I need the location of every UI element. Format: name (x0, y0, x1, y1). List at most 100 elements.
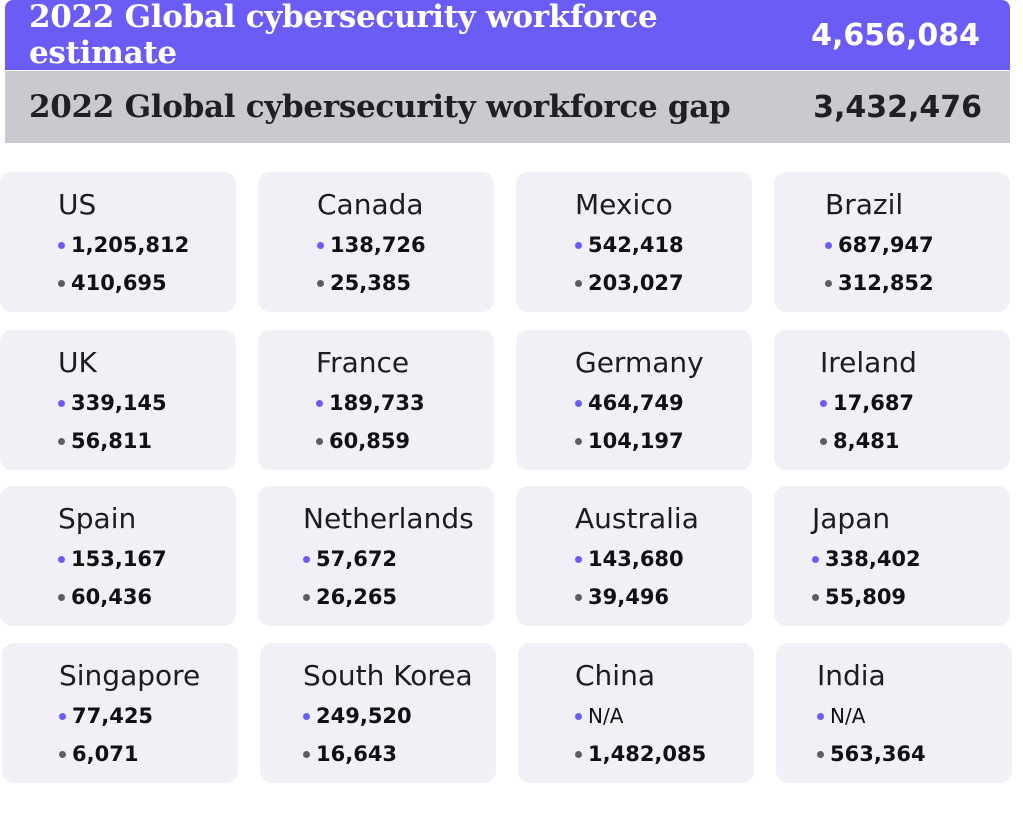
country-name: Singapore (59, 659, 201, 692)
workforce-estimate-stat: 189,733 (316, 391, 425, 415)
estimate-dot-icon (812, 555, 819, 563)
country-name: Netherlands (303, 502, 474, 535)
estimate-dot-icon (59, 712, 66, 720)
gap-dot-icon (58, 437, 65, 445)
country-card-france: France 189,733 60,859 (258, 330, 494, 470)
country-name: France (316, 346, 410, 379)
workforce-gap-number: 16,643 (316, 742, 398, 766)
estimate-dot-icon (58, 241, 65, 249)
gap-dot-icon (575, 437, 582, 445)
workforce-estimate-stat: 153,167 (58, 547, 167, 571)
workforce-gap-number: 410,695 (71, 271, 167, 295)
gap-dot-icon (817, 750, 824, 758)
workforce-gap-number: 203,027 (588, 271, 684, 295)
gap-dot-icon (575, 750, 582, 758)
workforce-gap-stat: 312,852 (825, 271, 934, 295)
workforce-estimate-number: 339,145 (71, 391, 167, 415)
estimate-dot-icon (825, 241, 832, 249)
workforce-gap-stat: 25,385 (317, 271, 411, 295)
workforce-estimate-stat: 464,749 (575, 391, 684, 415)
country-card-india: India N/A 563,364 (776, 643, 1012, 783)
country-card-ireland: Ireland 17,687 8,481 (774, 330, 1010, 470)
workforce-estimate-number: 1,205,812 (71, 233, 190, 257)
country-card-spain: Spain 153,167 60,436 (0, 486, 236, 626)
country-name: Japan (812, 502, 891, 535)
workforce-gap-stat: 8,481 (820, 429, 899, 453)
estimate-dot-icon (303, 555, 310, 563)
workforce-gap-stat: 410,695 (58, 271, 167, 295)
workforce-gap-number: 26,265 (316, 585, 398, 609)
country-card-brazil: Brazil 687,947 312,852 (774, 172, 1010, 312)
gap-dot-icon (58, 279, 65, 287)
country-card-uk: UK 339,145 56,811 (0, 330, 236, 470)
workforce-estimate-stat: 77,425 (59, 704, 153, 728)
workforce-estimate-stat: 138,726 (317, 233, 426, 257)
country-card-netherlands: Netherlands 57,672 26,265 (258, 486, 494, 626)
country-name: Brazil (825, 188, 904, 221)
workforce-estimate-number: 464,749 (588, 391, 684, 415)
workforce-gap-stat: 6,071 (59, 742, 138, 766)
gap-dot-icon (303, 593, 310, 601)
gap-dot-icon (59, 750, 66, 758)
workforce-estimate-stat: 57,672 (303, 547, 397, 571)
gap-dot-icon (316, 437, 323, 445)
gap-dot-icon (820, 437, 827, 445)
workforce-gap-banner: 2022 Global cybersecurity workforce gap … (5, 71, 1010, 143)
workforce-gap-stat: 203,027 (575, 271, 684, 295)
estimate-dot-icon (303, 712, 310, 720)
workforce-estimate-stat: 687,947 (825, 233, 934, 257)
country-card-china: China N/A 1,482,085 (518, 643, 754, 783)
estimate-dot-icon (316, 399, 323, 407)
gap-dot-icon (575, 593, 582, 601)
country-name: India (817, 659, 886, 692)
gap-dot-icon (825, 279, 832, 287)
country-name: South Korea (303, 659, 473, 692)
workforce-gap-stat: 55,809 (812, 585, 906, 609)
workforce-gap-stat: 60,859 (316, 429, 410, 453)
country-card-canada: Canada 138,726 25,385 (258, 172, 494, 312)
gap-dot-icon (317, 279, 324, 287)
estimate-dot-icon (58, 555, 65, 563)
workforce-estimate-banner: 2022 Global cybersecurity workforce esti… (5, 0, 1010, 71)
workforce-estimate-number: 143,680 (588, 547, 684, 571)
workforce-gap-value: 3,432,476 (813, 89, 982, 125)
workforce-estimate-number: N/A (588, 704, 624, 728)
country-name: US (58, 188, 97, 221)
workforce-estimate-stat: 249,520 (303, 704, 412, 728)
workforce-gap-stat: 104,197 (575, 429, 684, 453)
workforce-gap-number: 56,811 (71, 429, 153, 453)
country-name: Ireland (820, 346, 917, 379)
workforce-gap-stat: 16,643 (303, 742, 397, 766)
workforce-estimate-stat: 143,680 (575, 547, 684, 571)
workforce-gap-number: 60,436 (71, 585, 153, 609)
workforce-estimate-stat: 338,402 (812, 547, 921, 571)
gap-dot-icon (303, 750, 310, 758)
workforce-gap-label: 2022 Global cybersecurity workforce gap (29, 89, 731, 125)
estimate-dot-icon (317, 241, 324, 249)
estimate-dot-icon (817, 712, 824, 720)
workforce-estimate-number: 249,520 (316, 704, 412, 728)
workforce-estimate-number: 542,418 (588, 233, 684, 257)
estimate-dot-icon (575, 712, 582, 720)
workforce-gap-number: 563,364 (830, 742, 926, 766)
workforce-gap-stat: 1,482,085 (575, 742, 706, 766)
country-name: Mexico (575, 188, 673, 221)
country-name: Spain (58, 502, 137, 535)
country-card-australia: Australia 143,680 39,496 (516, 486, 752, 626)
estimate-dot-icon (575, 241, 582, 249)
workforce-gap-number: 104,197 (588, 429, 684, 453)
workforce-estimate-stat: 339,145 (58, 391, 167, 415)
workforce-estimate-number: 153,167 (71, 547, 167, 571)
country-card-south-korea: South Korea 249,520 16,643 (260, 643, 496, 783)
workforce-estimate-number: 17,687 (833, 391, 915, 415)
country-name: China (575, 659, 655, 692)
workforce-estimate-number: 57,672 (316, 547, 398, 571)
country-name: Australia (575, 502, 699, 535)
workforce-gap-number: 6,071 (72, 742, 139, 766)
workforce-gap-number: 8,481 (833, 429, 900, 453)
workforce-estimate-stat: N/A (817, 704, 865, 728)
workforce-estimate-value: 4,656,084 (811, 17, 980, 53)
workforce-gap-stat: 60,436 (58, 585, 152, 609)
workforce-gap-number: 312,852 (838, 271, 934, 295)
workforce-gap-number: 25,385 (330, 271, 412, 295)
